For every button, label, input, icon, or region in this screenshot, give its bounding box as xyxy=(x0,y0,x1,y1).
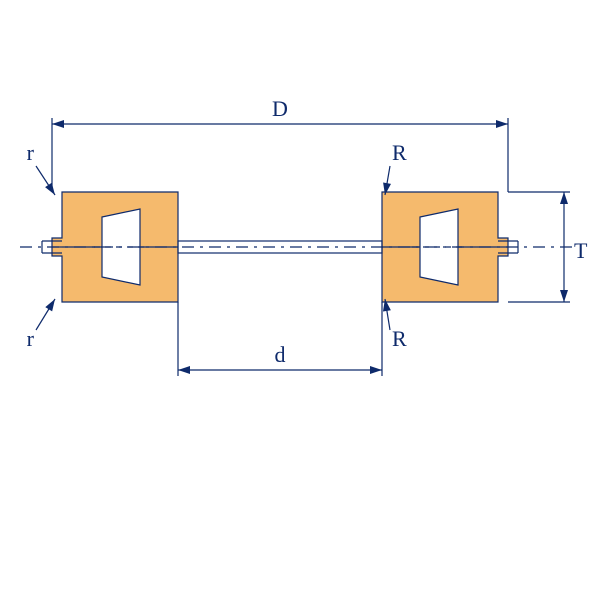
dim-T-label: T xyxy=(574,238,588,263)
dim-d-label: d xyxy=(275,342,286,367)
R-bottom-label: R xyxy=(392,326,407,351)
r-top-label: r xyxy=(27,140,35,165)
R-top-label: R xyxy=(392,140,407,165)
r-bottom-label: r xyxy=(27,326,35,351)
bearing-cross-section-diagram: Dd T R Rr r xyxy=(0,0,600,600)
dim-D-label: D xyxy=(272,96,288,121)
